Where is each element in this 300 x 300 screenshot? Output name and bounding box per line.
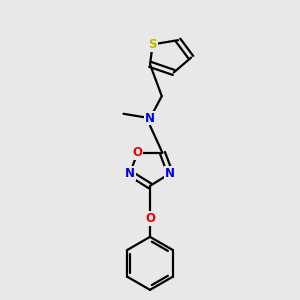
Text: O: O: [133, 146, 142, 159]
Text: N: N: [125, 167, 135, 180]
Text: N: N: [165, 167, 175, 180]
Text: S: S: [148, 38, 157, 51]
Text: N: N: [145, 112, 155, 125]
Text: O: O: [145, 212, 155, 225]
